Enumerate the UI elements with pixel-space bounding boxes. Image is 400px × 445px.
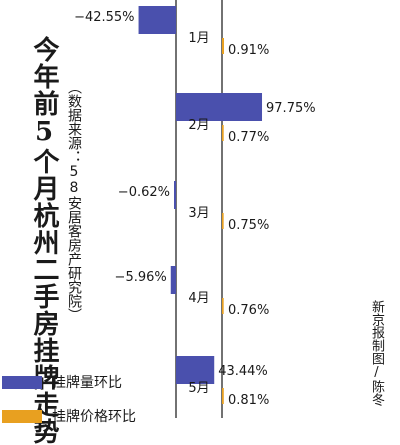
price-value-label: 0.77% [228,130,269,145]
data-source: （数据来源：58安居客房产研究院） [66,80,82,322]
legend: 挂牌量环比 挂牌价格环比 [2,372,136,440]
price-value-label: 0.91% [228,43,269,58]
price-bar [222,298,224,314]
price-bar [222,38,225,54]
volume-value-label: 43.44% [218,364,268,379]
volume-bar [174,181,176,209]
volume-value-label: −5.96% [115,270,167,285]
legend-swatch-volume [2,375,42,389]
volume-bar [170,266,176,294]
legend-item-price: 挂牌价格环比 [2,406,136,426]
legend-label-volume: 挂牌量环比 [52,375,122,391]
price-value-label: 0.75% [228,218,269,233]
volume-value-label: −0.62% [118,185,170,200]
category-label: 5月 [188,381,209,396]
price-bar [222,213,224,229]
volume-bar [176,93,263,121]
volume-bar [176,356,215,384]
legend-label-price: 挂牌价格环比 [52,409,136,425]
category-label: 3月 [188,206,209,221]
volume-bar [138,6,176,34]
legend-item-volume: 挂牌量环比 [2,372,136,392]
legend-swatch-price [2,409,42,423]
volume-value-label: −42.55% [74,10,134,25]
category-label: 2月 [188,118,209,133]
bar-chart: −42.55% 1月 0.91% 97.75% 2月 0.77% −0.62% 3月 0.75%… [74,0,316,418]
price-value-label: 0.81% [228,393,269,408]
price-value-label: 0.76% [228,303,269,318]
graphic-credit: 新京报制图/陈冬 [369,300,384,406]
price-bar [222,388,224,404]
volume-value-label: 97.75% [266,101,316,116]
category-label: 4月 [188,291,209,306]
price-bar [222,125,224,141]
category-label: 1月 [188,31,209,46]
